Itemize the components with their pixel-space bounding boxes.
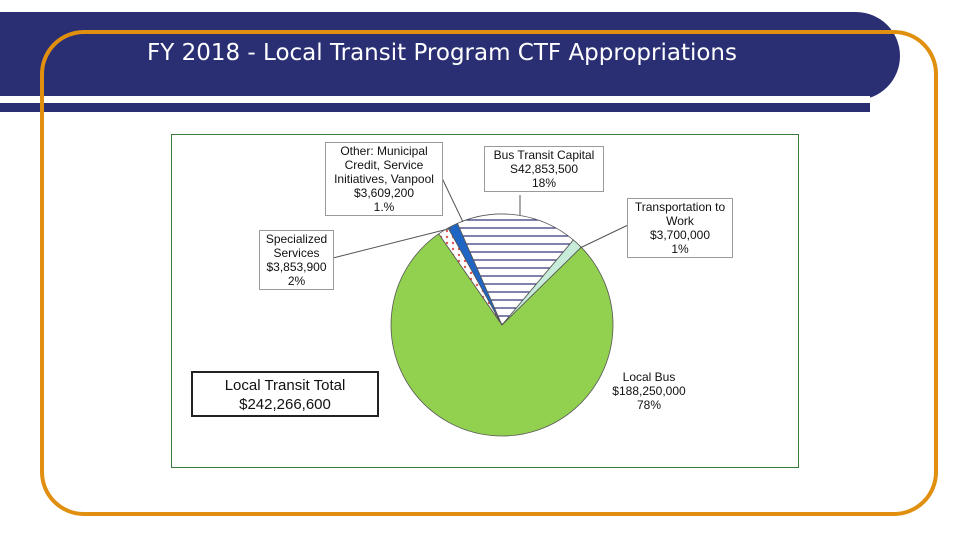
label-other: Other: Municipal Credit, Service Initiat…	[325, 142, 443, 216]
leader-other	[440, 175, 464, 223]
local-transit-total-box: Local Transit Total $242,266,600	[191, 371, 379, 417]
label-specialized-services: Specialized Services $3,853,900 2%	[259, 230, 334, 290]
label-bus-transit-capital: Bus Transit Capital S42,853,500 18%	[484, 146, 604, 192]
leader-transport-work	[579, 224, 629, 249]
banner-divider	[0, 96, 870, 100]
total-label: Local Transit Total	[224, 377, 346, 394]
label-transportation-to-work: Transportation to Work $3,700,000 1%	[627, 198, 733, 258]
pie-slice-local-bus	[390, 233, 614, 437]
slide-frame	[40, 30, 938, 516]
banner-underline	[0, 103, 870, 112]
pie-slice-bus-transit-capital	[456, 213, 574, 326]
total-value: $242,266,600	[239, 396, 331, 413]
slide-title: FY 2018 - Local Transit Program CTF Appr…	[146, 40, 737, 66]
label-local-bus: Local Bus $188,250,000 78%	[606, 369, 692, 413]
title-banner	[0, 12, 900, 100]
leader-specialized	[332, 227, 453, 259]
